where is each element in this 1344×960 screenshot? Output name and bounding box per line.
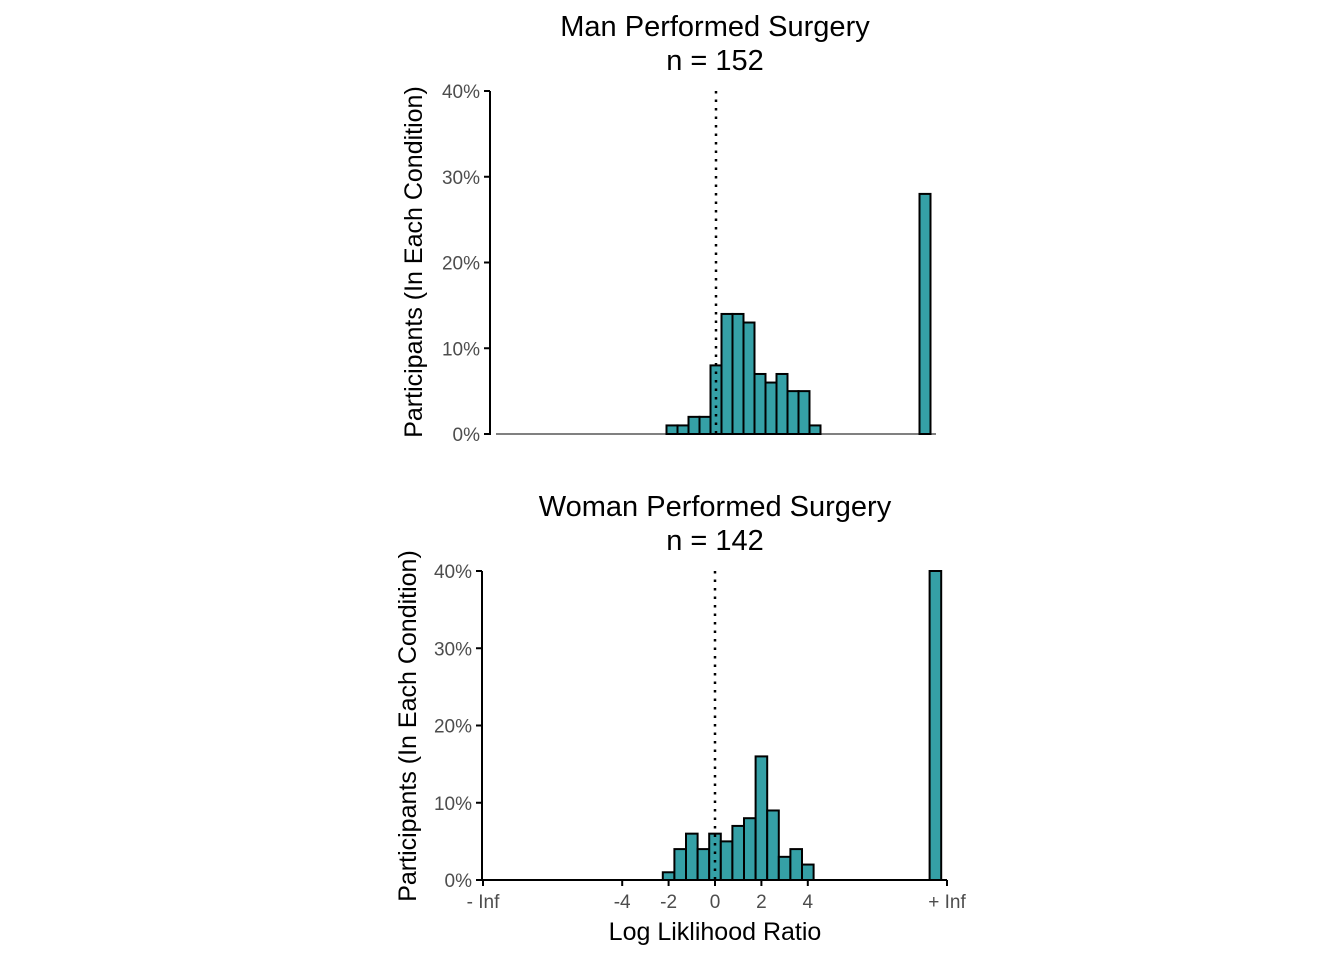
panel-man-performed-surgery: Man Performed Surgery n = 152 Participan… [400, 11, 936, 446]
histogram-bar [789, 848, 804, 881]
y-tick-label: 10% [434, 794, 472, 815]
histogram-bar [743, 817, 757, 882]
histogram-bar [928, 570, 943, 881]
histogram-bar [786, 390, 800, 435]
x-tick-label: -2 [660, 892, 677, 913]
histogram-bar [764, 381, 778, 435]
histogram-bar [676, 424, 690, 435]
y-tick-label: 20% [434, 717, 472, 738]
y-tick-label: 0% [453, 425, 481, 446]
histogram-bar [731, 824, 746, 881]
y-tick-label: 20% [442, 254, 480, 275]
histogram-bar [698, 415, 712, 436]
histogram-bar [731, 312, 745, 436]
histogram-bar [673, 848, 688, 881]
histogram-bar [661, 871, 676, 882]
histogram-bar [754, 755, 769, 882]
histogram-bar [766, 809, 780, 881]
histogram-bar [708, 832, 722, 882]
histogram-bar [742, 321, 756, 435]
histogram-bar [801, 863, 815, 881]
panel-subtitle: n = 152 [666, 45, 764, 77]
x-tick-label: + Inf [928, 892, 966, 913]
panel-woman-performed-surgery: Woman Performed Surgery n = 142 Particip… [394, 491, 966, 946]
histogram-bar [775, 372, 789, 436]
x-tick-label: -4 [614, 892, 631, 913]
y-tick-label: 40% [442, 82, 480, 103]
histogram-bar [753, 372, 767, 436]
y-tick-label: 10% [442, 339, 480, 360]
x-axis-label: Log Liklihood Ratio [609, 918, 822, 946]
histogram-bar [777, 855, 792, 882]
y-tick-label: 0% [445, 871, 473, 892]
x-tick-label: 0 [710, 892, 721, 913]
histogram-bar [719, 840, 734, 881]
histogram-bar [687, 415, 701, 436]
panel-title: Woman Performed Surgery [539, 491, 892, 523]
x-tick-label: 2 [756, 892, 767, 913]
histogram-bar [685, 832, 699, 882]
panel-title: Man Performed Surgery [560, 11, 870, 43]
histogram-bar [720, 312, 734, 436]
panel-subtitle: n = 142 [666, 525, 764, 557]
y-tick-label: 30% [442, 168, 480, 189]
histogram-bar [665, 424, 679, 435]
y-tick-label: 40% [434, 562, 472, 583]
x-tick-label: 4 [803, 892, 814, 913]
histogram-bar [797, 390, 811, 435]
y-tick-label: 30% [434, 639, 472, 660]
y-axis-label: Participants (In Each Condition) [394, 550, 422, 902]
y-axis-label: Participants (In Each Condition) [400, 86, 428, 438]
histogram-bar [808, 424, 822, 435]
x-tick-label: - Inf [467, 892, 500, 913]
histogram-bar [918, 192, 932, 435]
histogram-bar [696, 848, 711, 881]
